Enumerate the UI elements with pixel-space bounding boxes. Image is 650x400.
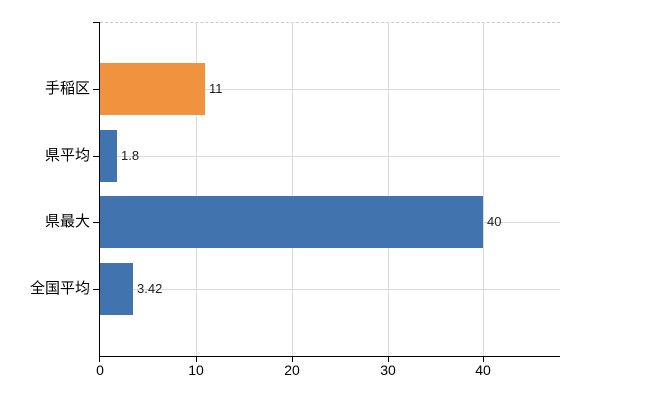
x-tick-label: 10	[188, 362, 204, 378]
x-tick-label: 30	[380, 362, 396, 378]
y-axis-tick	[93, 156, 99, 157]
category-label: 手稲区	[44, 80, 90, 97]
category-label: 県最大	[44, 213, 90, 230]
horizontal-gridline	[100, 289, 560, 290]
bar-2	[100, 130, 117, 182]
x-axis-line	[99, 356, 560, 357]
plot-top-border	[100, 22, 560, 23]
vertical-gridline	[292, 22, 293, 356]
y-axis-tick	[93, 222, 99, 223]
vertical-gridline	[483, 22, 484, 356]
bar-value-label: 11	[209, 81, 223, 96]
x-axis-tick	[99, 356, 100, 362]
x-axis-tick	[292, 356, 293, 362]
vertical-gridline	[196, 22, 197, 356]
x-axis-tick	[483, 356, 484, 362]
y-axis-tick	[93, 89, 99, 90]
bar-1	[100, 63, 205, 115]
category-label: 全国平均	[29, 280, 90, 297]
y-axis-line	[99, 22, 100, 356]
bar-3	[100, 196, 483, 248]
horizontal-gridline	[100, 89, 560, 90]
bar-value-label: 1.8	[121, 148, 140, 163]
category-label: 県平均	[44, 147, 90, 164]
y-axis-top-tick	[93, 22, 99, 23]
x-tick-label: 0	[96, 362, 104, 378]
x-axis-tick	[196, 356, 197, 362]
y-axis-tick	[93, 289, 99, 290]
bar-value-label: 40	[487, 214, 502, 229]
x-tick-label: 20	[284, 362, 300, 378]
x-tick-label: 40	[475, 362, 491, 378]
x-axis-tick	[388, 356, 389, 362]
horizontal-gridline	[100, 156, 560, 157]
vertical-gridline	[388, 22, 389, 356]
bar-value-label: 3.42	[137, 281, 163, 296]
bar-4	[100, 263, 133, 315]
